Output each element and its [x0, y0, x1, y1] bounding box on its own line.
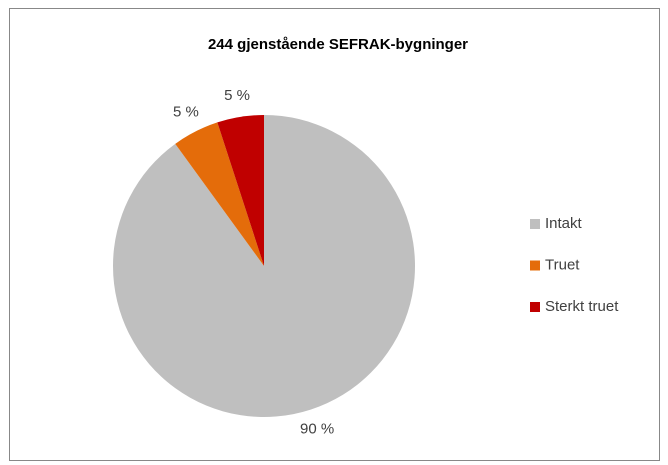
legend-label: Sterkt truet: [545, 298, 619, 315]
chart-title: 244 gjenstående SEFRAK-bygninger: [208, 36, 468, 53]
legend-swatch: [530, 302, 540, 312]
legend-label: Truet: [545, 256, 580, 273]
pie-slice: [175, 122, 264, 266]
data-label: 5 %: [224, 87, 250, 104]
pie-slice: [113, 115, 416, 418]
data-label: 5 %: [173, 104, 199, 121]
legend-swatch: [530, 260, 540, 271]
legend-label: Intakt: [545, 215, 583, 232]
legend-swatch: [530, 219, 540, 229]
data-label: 90 %: [300, 421, 334, 438]
pie-slice: [217, 115, 264, 266]
